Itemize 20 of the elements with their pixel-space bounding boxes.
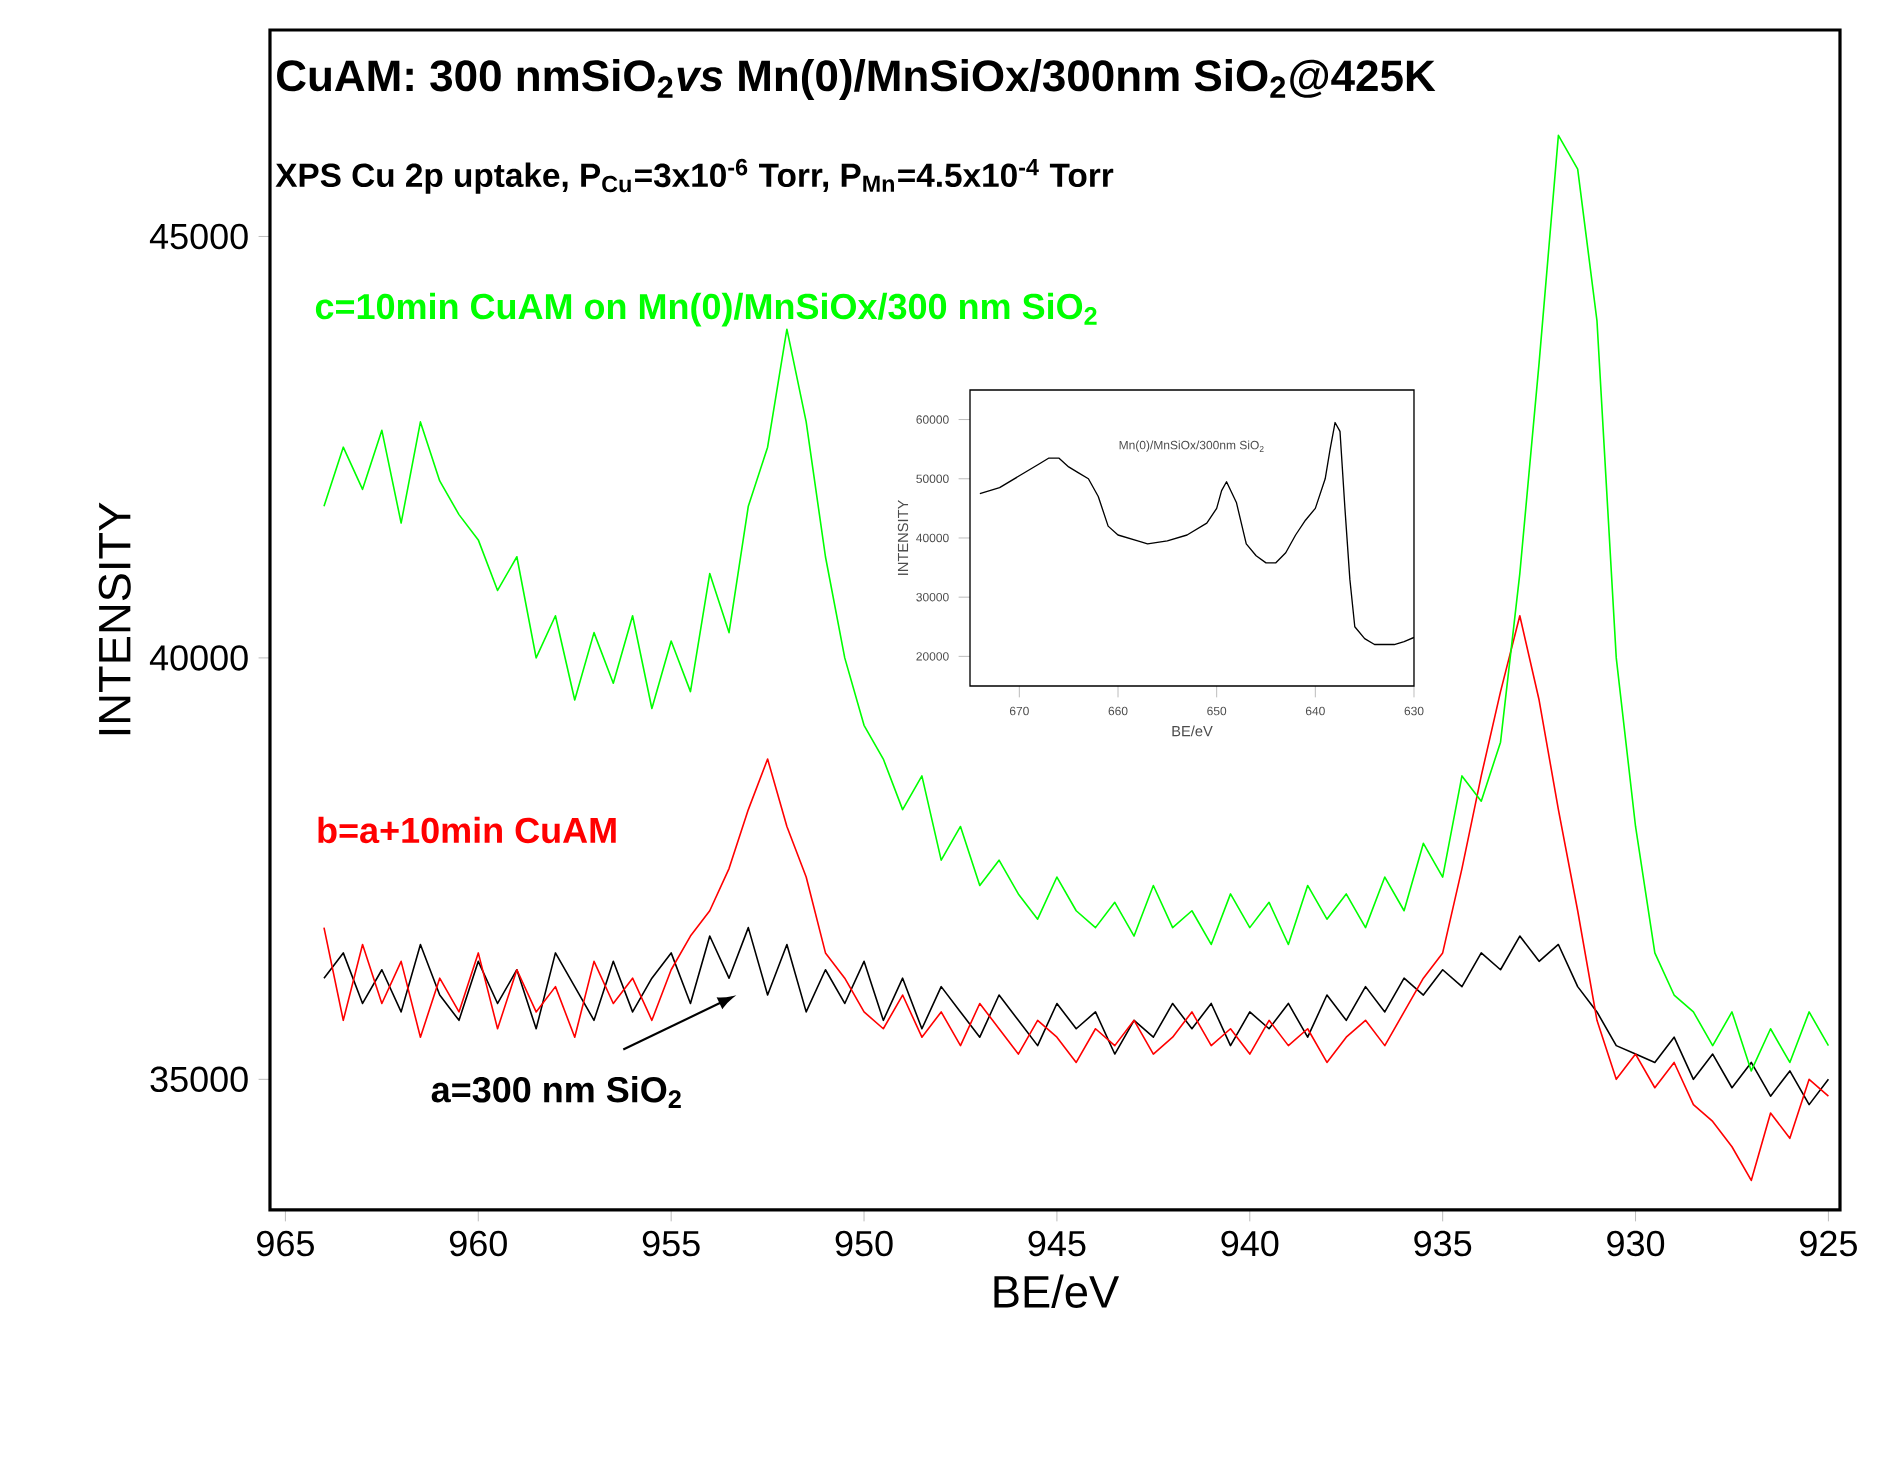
x-tick-label: 960 xyxy=(449,1230,507,1257)
x-tick-label: 955 xyxy=(642,1230,700,1257)
x-tick-label: 965 xyxy=(257,1230,314,1257)
text: b=a+10min CuAM xyxy=(318,816,616,844)
x-tick-label: 950 xyxy=(835,1230,893,1257)
y-tick-label: 35000 xyxy=(150,1066,248,1093)
x-tick-label: 940 xyxy=(1221,1230,1279,1257)
x-tick-label: 930 xyxy=(1607,1230,1665,1257)
x-axis-title: BE/eV xyxy=(994,1274,1120,1308)
line-series xyxy=(323,926,1830,1106)
y-tick-label: 40000 xyxy=(149,645,248,671)
x-tick-label: 935 xyxy=(1414,1230,1472,1257)
x-tick-label: 925 xyxy=(1800,1230,1857,1257)
text: c=10min CuAM on Mn(0)/MnSiOx/300 nm SiO$_{2}$ xyxy=(315,292,1097,327)
x-tick-label: 945 xyxy=(1028,1230,1086,1257)
text: XPS Cu 2p uptake, P$_{Cu}$=3x10$^{-6}$ Torr, P$_{Mn}$=4.5x10$^{-4}$ Torr xyxy=(275,158,1114,194)
text: CuAM: 300 nmSiO$_{2}$vs Mn(0)/MnSiOx/300nm SiO$_{2}$@425K xyxy=(277,59,1436,101)
y-axis-title: INTENSITY xyxy=(98,502,131,735)
legend-label: a=300 nm SiO$_{2}$ xyxy=(431,1076,681,1108)
y-tick-label: 45000 xyxy=(149,223,248,250)
